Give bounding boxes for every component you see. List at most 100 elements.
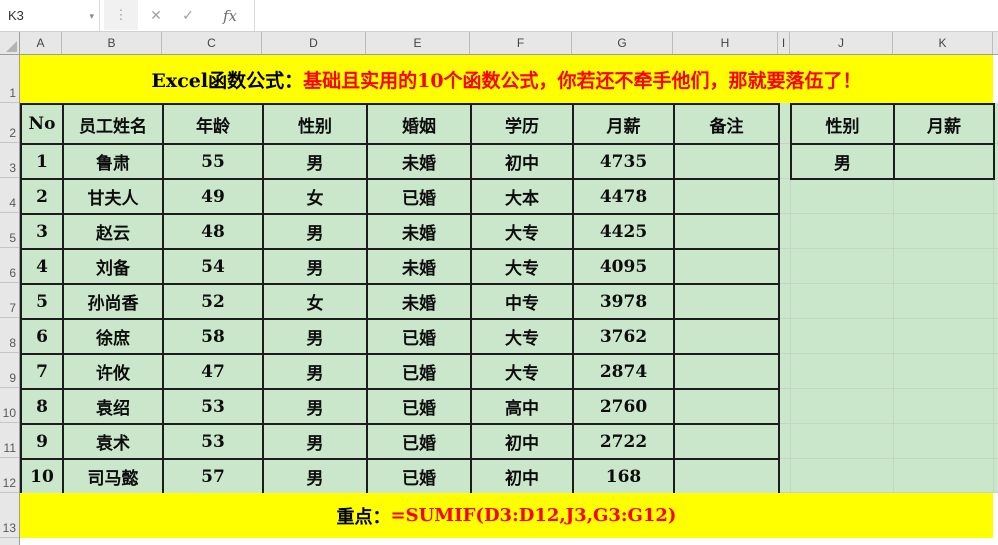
row-header[interactable]: 8	[0, 318, 19, 353]
cell[interactable]	[673, 248, 780, 285]
cell[interactable]: 58	[162, 318, 264, 355]
column-header[interactable]: G	[572, 32, 673, 54]
column-header[interactable]: H	[673, 32, 778, 54]
cell[interactable]: 男	[262, 318, 368, 355]
cell[interactable]	[673, 423, 780, 460]
cell[interactable]: 53	[162, 423, 264, 460]
column-header[interactable]: A	[20, 32, 62, 54]
header-cell[interactable]: 年龄	[162, 103, 264, 145]
cell[interactable]	[673, 143, 780, 180]
cell[interactable]: 2722	[572, 423, 675, 460]
cell[interactable]: 55	[162, 143, 264, 180]
cell[interactable]: 男	[262, 423, 368, 460]
header-cell[interactable]: 月薪	[572, 103, 675, 145]
row-header[interactable]: 1	[0, 55, 19, 103]
cell[interactable]: 未婚	[366, 143, 472, 180]
insert-function-icon[interactable]: fx	[222, 6, 237, 25]
cell[interactable]: 男	[262, 143, 368, 180]
cell[interactable]: 男	[790, 143, 895, 180]
cell[interactable]: 男	[262, 458, 368, 495]
column-header[interactable]: F	[470, 32, 572, 54]
cell[interactable]: 孙尚香	[62, 283, 164, 320]
cell[interactable]: 1	[20, 143, 64, 180]
cell[interactable]: 6	[20, 318, 64, 355]
cell[interactable]: 鲁肃	[62, 143, 164, 180]
row-header[interactable]: 11	[0, 423, 19, 458]
cell[interactable]: 男	[262, 353, 368, 390]
cell[interactable]: 已婚	[366, 353, 472, 390]
enter-icon[interactable]: ✓	[182, 7, 194, 23]
cell[interactable]: 女	[262, 178, 368, 215]
cell[interactable]: 未婚	[366, 213, 472, 250]
cell[interactable]	[673, 318, 780, 355]
cell[interactable]: 2	[20, 178, 64, 215]
header-cell[interactable]: 月薪	[893, 103, 995, 145]
merged-title-cell[interactable]: Excel函数公式： 基础且实用的10个函数公式，你若还不牵手他们，那就要落伍了…	[20, 55, 993, 103]
column-header[interactable]: I	[778, 32, 790, 54]
cell[interactable]: 4478	[572, 178, 675, 215]
cell[interactable]: 袁绍	[62, 388, 164, 425]
cell[interactable]: 3	[20, 213, 64, 250]
cell[interactable]: 未婚	[366, 283, 472, 320]
cell[interactable]	[673, 458, 780, 495]
cell[interactable]: 大专	[470, 318, 574, 355]
cell[interactable]: 刘备	[62, 248, 164, 285]
header-cell[interactable]: 员工姓名	[62, 103, 164, 145]
cell[interactable]: 3978	[572, 283, 675, 320]
name-box[interactable]: K3 ▾	[0, 0, 100, 31]
cell[interactable]: 49	[162, 178, 264, 215]
header-cell[interactable]: 学历	[470, 103, 574, 145]
cell[interactable]: 3762	[572, 318, 675, 355]
row-header[interactable]: 13	[0, 493, 19, 538]
cell[interactable]: 未婚	[366, 248, 472, 285]
cell[interactable]: 已婚	[366, 318, 472, 355]
menu-dots-icon[interactable]: ⋮	[104, 0, 138, 30]
row-header[interactable]: 4	[0, 178, 19, 213]
cell[interactable]: 司马懿	[62, 458, 164, 495]
header-cell[interactable]: No	[20, 103, 64, 145]
cell[interactable]: 57	[162, 458, 264, 495]
cell[interactable]: 5	[20, 283, 64, 320]
cell[interactable]: 男	[262, 248, 368, 285]
cell[interactable]: 已婚	[366, 458, 472, 495]
cell[interactable]: 袁术	[62, 423, 164, 460]
cell[interactable]: 4	[20, 248, 64, 285]
header-cell[interactable]: 性别	[262, 103, 368, 145]
column-header[interactable]: J	[790, 32, 893, 54]
header-cell[interactable]: 备注	[673, 103, 780, 145]
cell[interactable]: 4735	[572, 143, 675, 180]
cell[interactable]: 男	[262, 213, 368, 250]
cell[interactable]: 47	[162, 353, 264, 390]
cell[interactable]: 7	[20, 353, 64, 390]
cell[interactable]: 初中	[470, 458, 574, 495]
cell[interactable]: 大专	[470, 213, 574, 250]
cell[interactable]: 高中	[470, 388, 574, 425]
cell[interactable]: 已婚	[366, 388, 472, 425]
row-header[interactable]: 6	[0, 248, 19, 283]
row-header[interactable]: 7	[0, 283, 19, 318]
cell-selected-k3[interactable]	[893, 143, 995, 180]
cell[interactable]: 54	[162, 248, 264, 285]
cell[interactable]	[673, 388, 780, 425]
cell[interactable]: 48	[162, 213, 264, 250]
row-header[interactable]: 12	[0, 458, 19, 493]
cell[interactable]: 赵云	[62, 213, 164, 250]
cell[interactable]: 徐庶	[62, 318, 164, 355]
cell[interactable]	[673, 178, 780, 215]
cell[interactable]: 52	[162, 283, 264, 320]
cell[interactable]: 8	[20, 388, 64, 425]
cell[interactable]: 53	[162, 388, 264, 425]
column-header[interactable]: E	[366, 32, 470, 54]
column-header[interactable]: B	[62, 32, 162, 54]
cell[interactable]: 10	[20, 458, 64, 495]
cell[interactable]: 2760	[572, 388, 675, 425]
cell[interactable]: 大专	[470, 353, 574, 390]
merged-footer-cell[interactable]: 重点： =SUMIF(D3:D12,J3,G3:G12)	[20, 493, 993, 538]
cell[interactable]: 9	[20, 423, 64, 460]
cell[interactable]: 初中	[470, 423, 574, 460]
row-header[interactable]: 5	[0, 213, 19, 248]
column-header[interactable]: D	[262, 32, 366, 54]
select-all-corner[interactable]	[0, 32, 20, 55]
column-header[interactable]: K	[893, 32, 993, 54]
cell[interactable]: 女	[262, 283, 368, 320]
